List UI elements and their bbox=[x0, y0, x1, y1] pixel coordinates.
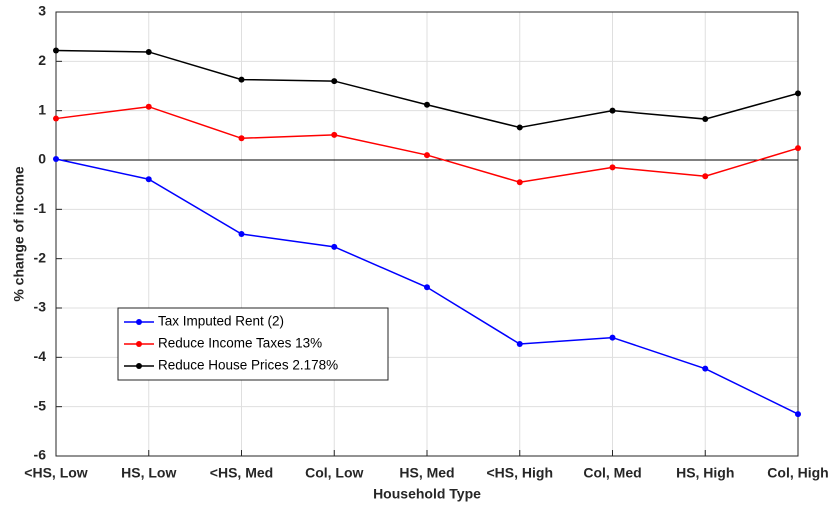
legend-label: Reduce House Prices 2.178% bbox=[158, 358, 338, 373]
x-tick-label: Col, High bbox=[767, 465, 828, 481]
x-tick-label: <HS, Med bbox=[210, 465, 273, 481]
data-point bbox=[53, 47, 59, 54]
legend-label: Tax Imputed Rent (2) bbox=[158, 314, 284, 329]
legend-label: Reduce Income Taxes 13% bbox=[158, 336, 322, 351]
y-tick-label: 1 bbox=[38, 101, 46, 117]
x-tick-label: Col, Med bbox=[583, 465, 641, 481]
data-point bbox=[424, 101, 430, 108]
legend-marker bbox=[136, 341, 142, 347]
data-point bbox=[145, 48, 152, 55]
data-point bbox=[145, 176, 152, 183]
legend-marker bbox=[136, 319, 142, 325]
data-point bbox=[424, 152, 430, 159]
y-tick-label: -4 bbox=[34, 348, 47, 364]
legend: Tax Imputed Rent (2) Reduce Income Taxes … bbox=[117, 307, 389, 381]
y-tick-label: 2 bbox=[38, 52, 46, 68]
data-point bbox=[331, 78, 338, 85]
data-point bbox=[516, 341, 523, 348]
data-point bbox=[516, 179, 523, 186]
data-point bbox=[424, 284, 430, 291]
y-tick-label: -5 bbox=[34, 397, 47, 413]
data-point bbox=[795, 411, 801, 418]
data-point bbox=[53, 156, 59, 163]
x-tick-label: <HS, High bbox=[486, 465, 553, 481]
data-point bbox=[702, 173, 709, 180]
data-point bbox=[702, 365, 709, 372]
x-axis-label: Household Type bbox=[373, 486, 481, 502]
data-point bbox=[331, 243, 338, 250]
data-point bbox=[238, 231, 245, 237]
x-tick-label: HS, High bbox=[676, 465, 734, 481]
legend-box bbox=[117, 307, 389, 381]
y-tick-label: -6 bbox=[34, 447, 47, 463]
y-tick-label: -3 bbox=[34, 299, 47, 315]
data-point bbox=[795, 145, 801, 152]
y-tick-label: -2 bbox=[34, 249, 47, 265]
data-point bbox=[53, 115, 59, 122]
x-tick-label: HS, Low bbox=[121, 465, 176, 481]
data-point bbox=[516, 124, 523, 131]
y-tick-label: 0 bbox=[38, 151, 46, 167]
data-point bbox=[238, 135, 245, 142]
y-tick-label: -1 bbox=[34, 200, 47, 216]
data-point bbox=[331, 131, 338, 138]
data-point bbox=[609, 107, 616, 114]
data-point bbox=[145, 103, 152, 110]
axes-box bbox=[55, 11, 799, 457]
data-point bbox=[702, 116, 709, 123]
data-point bbox=[795, 90, 801, 97]
data-point bbox=[609, 164, 616, 171]
data-point bbox=[609, 334, 616, 341]
y-axis-label: % change of income bbox=[11, 166, 27, 302]
legend-marker bbox=[136, 363, 142, 369]
x-tick-label: Col, Low bbox=[305, 465, 363, 481]
y-tick-label: 3 bbox=[38, 3, 46, 19]
x-tick-label: <HS, Low bbox=[24, 465, 88, 481]
data-point bbox=[238, 76, 245, 83]
x-tick-label: HS, Med bbox=[399, 465, 454, 481]
